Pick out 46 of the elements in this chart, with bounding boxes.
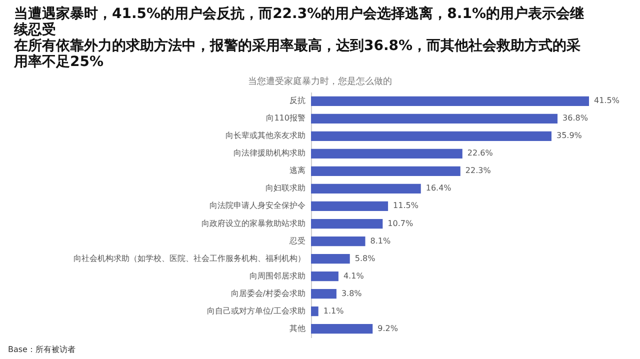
bar [311,236,366,246]
data-label: 22.6% [467,148,494,158]
bar [311,201,388,212]
data-label: 41.5% [594,96,620,106]
data-label: 11.5% [393,201,419,210]
y-tick-label: 向社会机构求助（如学校、医院、社会工作服务机构、福利机构） [74,254,306,263]
y-tick-label: 其他 [290,324,306,333]
data-label: 9.2% [378,324,398,333]
data-label: 16.4% [426,184,452,193]
text: Base：所有被访者 [8,344,76,355]
bar [311,218,383,229]
bar [311,96,589,106]
bar [311,324,373,334]
bar [311,148,462,159]
data-label: 22.3% [465,166,492,176]
y-tick-label: 忍受 [288,236,306,246]
bar [311,184,421,194]
chart-subtitle: 当您遭受家庭暴力时，您是怎么做的 [247,76,393,88]
chart-title: 当遭遇家暴时，41.5%的用户会反抗，而22.3%的用户会选择逃离，8.1%的用户表示会继续忍受 [14,6,585,38]
y-tick-label: 向110报警 [266,114,306,123]
data-label: 36.8% [562,114,588,123]
data-label: 3.8% [341,288,362,298]
y-tick-label: 向法院申请人身安全保护令 [210,201,306,210]
y-tick-label: 向长辈或其他亲友求助 [226,131,306,140]
y-tick-label: 向法律援助机构求助 [234,148,306,158]
y-tick-label: 向周围邻居求助 [250,271,306,280]
data-label: 35.9% [556,131,582,140]
bar [311,114,558,124]
bar [311,288,336,299]
y-tick-label: 向自己或对方单位/工会求助 [206,306,306,316]
bar [311,254,350,264]
y-tick-label: 向居委会/村委会求助 [230,288,306,298]
bar [311,166,460,176]
bar [311,131,552,142]
y-tick-label: 逃离 [290,166,306,176]
y-tick-label: 向妇联求助 [266,184,306,193]
data-label: 1.1% [323,306,344,316]
y-tick-label: 反抗 [290,96,306,106]
bar [311,306,318,316]
data-label: 10.7% [388,218,414,228]
bar [311,271,338,282]
text: 在所有依靠外力的求助方法中，报警的采用率最高，达到36.8%，而其他社会救助方式的采用率不足25% [14,38,582,70]
y-tick-label: 向政府设立的家暴救助站求助 [202,218,306,228]
data-label: 5.8% [354,254,376,263]
data-label: 8.1% [370,236,391,246]
data-label: 4.1% [343,271,364,280]
